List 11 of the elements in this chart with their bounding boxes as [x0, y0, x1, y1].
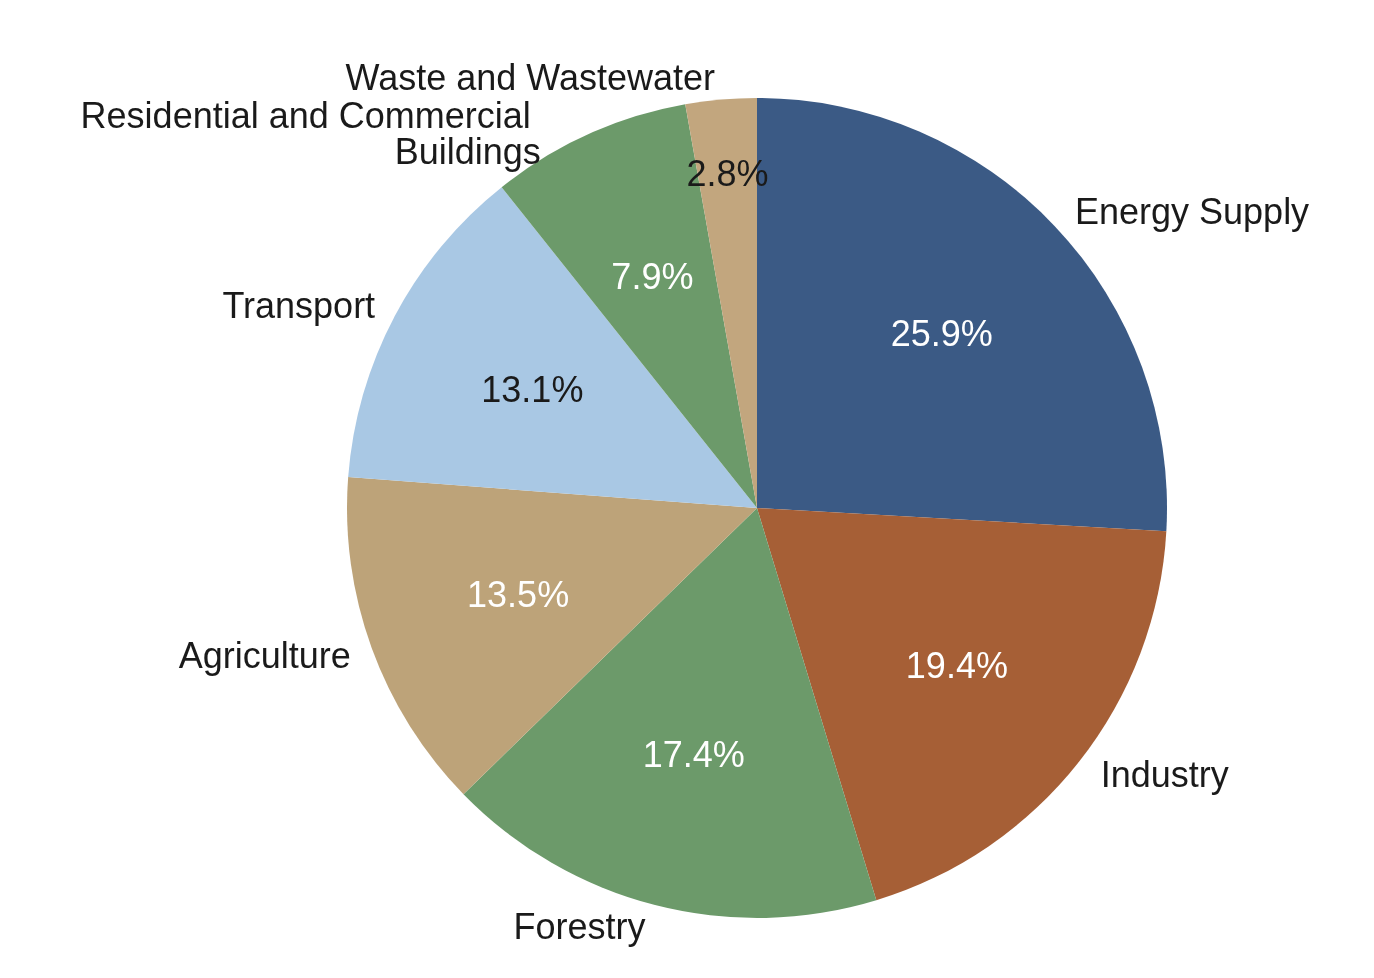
data-label: 17.4% [642, 733, 745, 775]
data-label: 7.9% [611, 255, 694, 297]
data-label: 19.4% [905, 644, 1008, 686]
slice-label: Energy Supply [1074, 190, 1310, 232]
slice-label: Transport [222, 285, 376, 327]
slice-label: Forestry [513, 905, 646, 947]
data-label: 13.5% [467, 574, 570, 616]
slice-label: Agriculture [178, 635, 351, 677]
data-label: 25.9% [890, 312, 993, 354]
slice-label: Industry [1100, 754, 1229, 796]
data-label: 13.1% [481, 368, 584, 410]
